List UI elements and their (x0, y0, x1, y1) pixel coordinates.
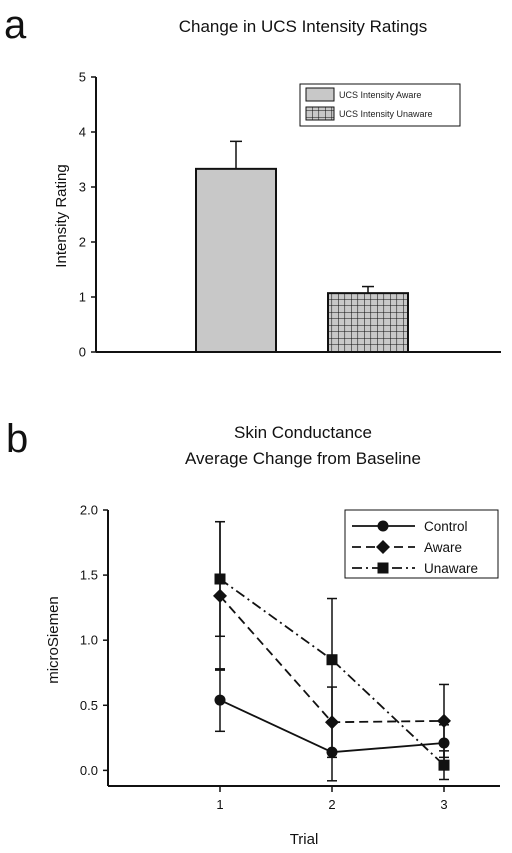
legend-marker-unaware (377, 562, 389, 574)
legend-marker-control (377, 520, 389, 532)
panel-a-letter: a (4, 3, 27, 47)
point-unaware (438, 759, 450, 771)
point-aware (325, 715, 339, 730)
x-tick-label: 2 (328, 797, 335, 812)
chart-a-axes: 0 1 2 3 4 5 (79, 70, 501, 360)
x-tick-label: 1 (216, 797, 223, 812)
point-control (214, 694, 226, 706)
chart-b-legend: Control Aware Unaware (344, 509, 499, 579)
panel-b: b Skin Conductance Average Change from B… (6, 417, 500, 848)
bar-unaware (327, 292, 409, 353)
legend-label-unaware: Unaware (424, 561, 478, 576)
legend-label-aware: Aware (424, 540, 462, 555)
y-tick-label: 1.5 (80, 568, 98, 583)
chart-b-title-line1: Skin Conductance (234, 423, 372, 442)
legend-a-label-unaware: UCS Intensity Unaware (339, 109, 433, 119)
chart-b-ylabel: microSiemen (45, 596, 62, 684)
chart-b-axes: 0.0 0.5 1.0 1.5 2.0 1 2 3 (80, 503, 500, 812)
y-tick-label: 1 (79, 290, 86, 305)
legend-b-box (344, 509, 499, 579)
y-tick-label: 2 (79, 235, 86, 250)
legend-label-control: Control (424, 519, 468, 534)
point-unaware (326, 654, 338, 666)
y-tick-label: 4 (79, 125, 86, 140)
bar-aware (195, 167, 277, 353)
chart-b-series (213, 520, 451, 782)
point-unaware (214, 573, 226, 585)
legend-a-label-aware: UCS Intensity Aware (339, 90, 421, 100)
legend-b-items: Control Aware Unaware (352, 519, 478, 576)
panel-b-letter: b (6, 417, 28, 461)
legend-a-swatch-unaware (305, 106, 335, 121)
chart-a-legend: UCS Intensity Aware UCS Intensity Unawar… (299, 83, 461, 127)
x-tick-label: 3 (440, 797, 447, 812)
point-aware (437, 713, 451, 728)
legend-a-swatch-aware (305, 87, 335, 102)
chart-b-title-line2: Average Change from Baseline (185, 449, 421, 468)
legend-marker-aware (376, 540, 390, 554)
y-tick-label: 5 (79, 70, 86, 85)
chart-b-xlabel: Trial (290, 831, 319, 848)
chart-a-title: Change in UCS Intensity Ratings (179, 17, 428, 36)
y-tick-label: 0 (79, 345, 86, 360)
y-tick-label: 0.0 (80, 763, 98, 778)
y-tick-label: 1.0 (80, 633, 98, 648)
chart-a-ylabel: Intensity Rating (53, 164, 70, 267)
y-tick-label: 3 (79, 180, 86, 195)
y-tick-label: 2.0 (80, 503, 98, 518)
chart-a-bars (195, 140, 409, 353)
y-tick-label: 0.5 (80, 698, 98, 713)
series-line-unaware (219, 578, 445, 766)
panel-a: a Change in UCS Intensity Ratings 0 1 2 3 4 5… (4, 3, 501, 360)
